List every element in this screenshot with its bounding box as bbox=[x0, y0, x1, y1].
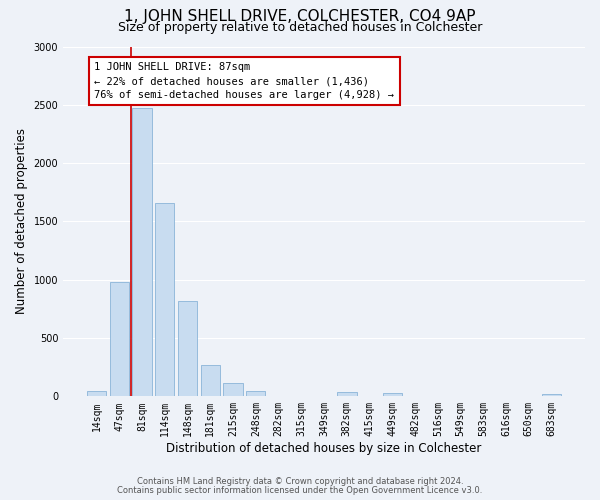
Bar bbox=[178, 300, 197, 396]
Y-axis label: Number of detached properties: Number of detached properties bbox=[15, 128, 28, 314]
Bar bbox=[246, 391, 265, 396]
Text: 1, JOHN SHELL DRIVE, COLCHESTER, CO4 9AP: 1, JOHN SHELL DRIVE, COLCHESTER, CO4 9AP bbox=[124, 9, 476, 24]
Bar bbox=[133, 108, 152, 397]
Bar bbox=[223, 383, 243, 396]
Bar bbox=[155, 203, 175, 396]
Text: Contains HM Land Registry data © Crown copyright and database right 2024.: Contains HM Land Registry data © Crown c… bbox=[137, 477, 463, 486]
Bar bbox=[383, 393, 402, 396]
Bar bbox=[542, 394, 561, 396]
Bar bbox=[200, 366, 220, 396]
Text: Contains public sector information licensed under the Open Government Licence v3: Contains public sector information licen… bbox=[118, 486, 482, 495]
Bar bbox=[87, 390, 106, 396]
Text: 1 JOHN SHELL DRIVE: 87sqm
← 22% of detached houses are smaller (1,436)
76% of se: 1 JOHN SHELL DRIVE: 87sqm ← 22% of detac… bbox=[94, 62, 394, 100]
Bar bbox=[110, 282, 129, 397]
X-axis label: Distribution of detached houses by size in Colchester: Distribution of detached houses by size … bbox=[166, 442, 482, 455]
Text: Size of property relative to detached houses in Colchester: Size of property relative to detached ho… bbox=[118, 22, 482, 35]
Bar bbox=[337, 392, 356, 396]
